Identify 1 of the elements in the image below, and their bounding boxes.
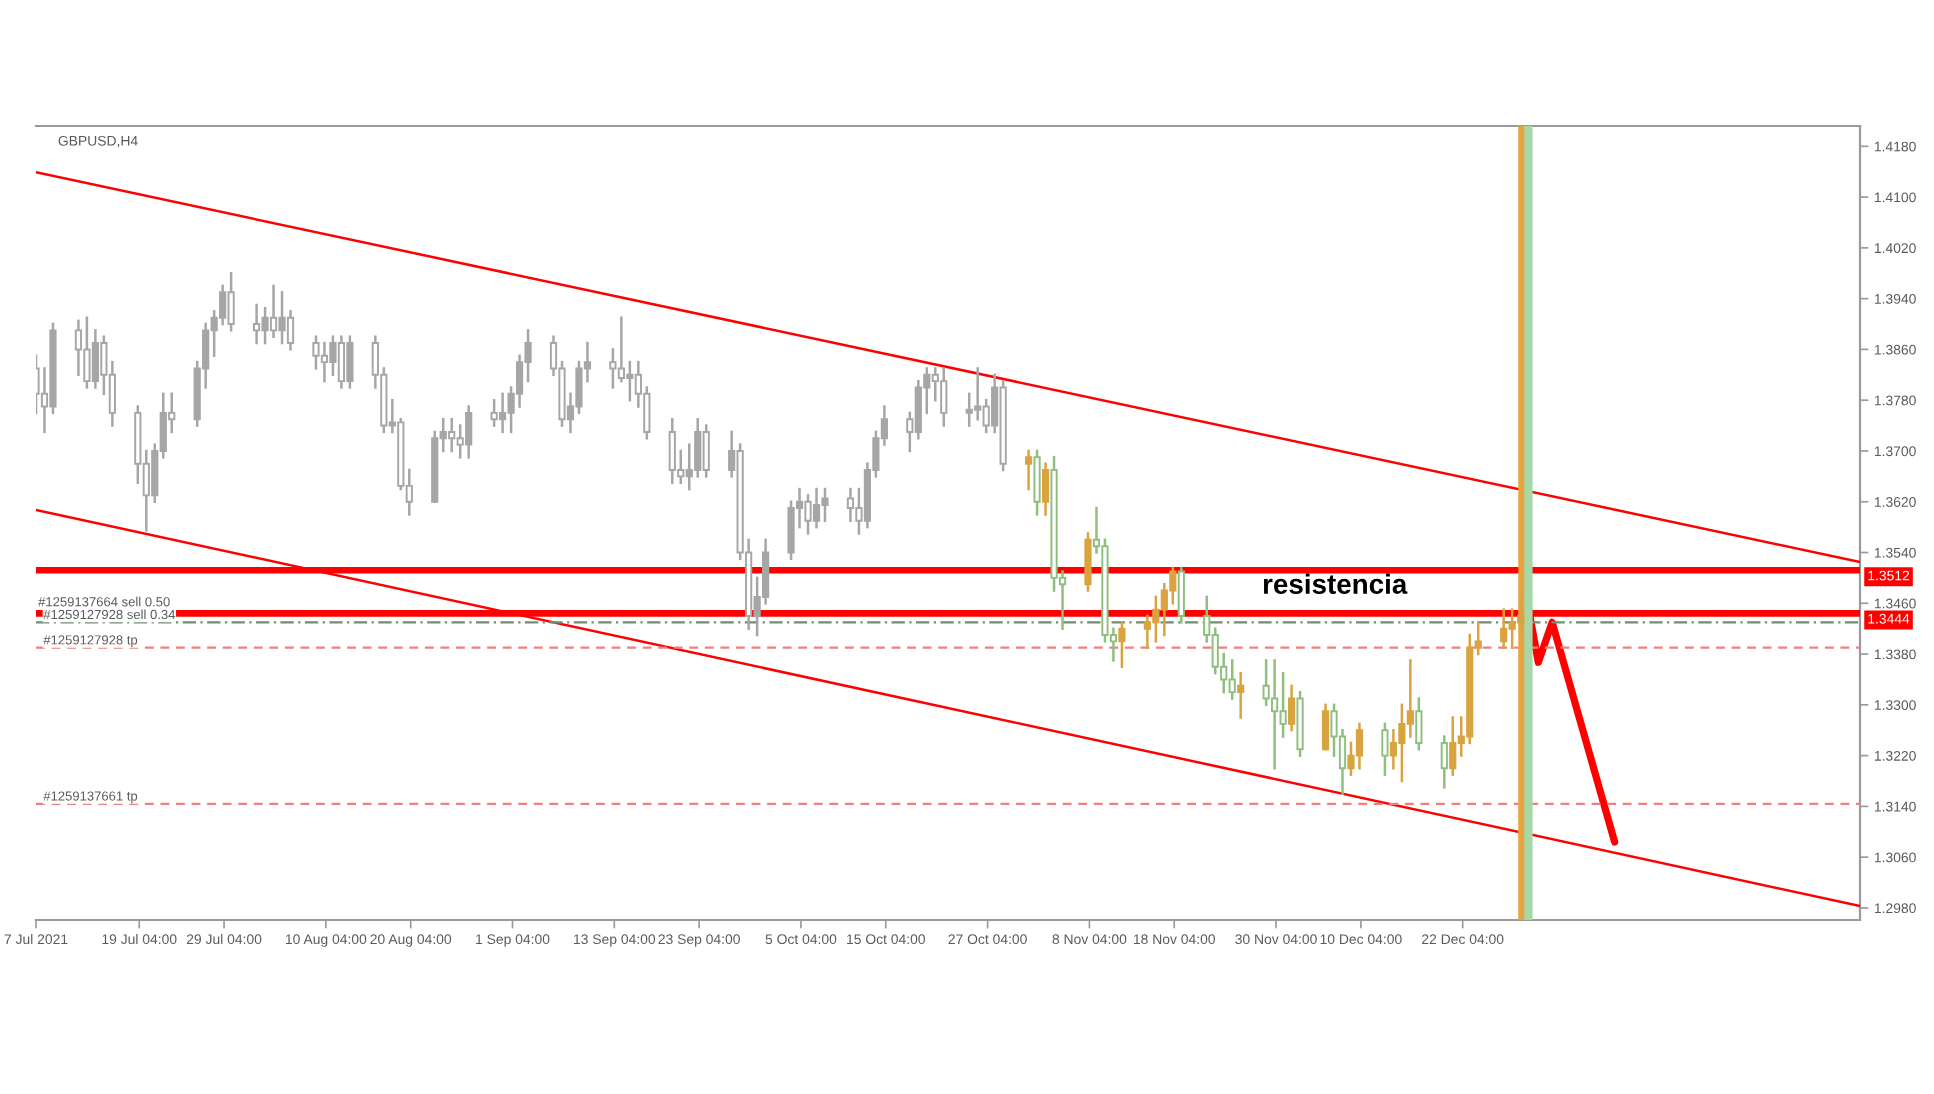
annotation: resistencia <box>1263 573 1408 594</box>
